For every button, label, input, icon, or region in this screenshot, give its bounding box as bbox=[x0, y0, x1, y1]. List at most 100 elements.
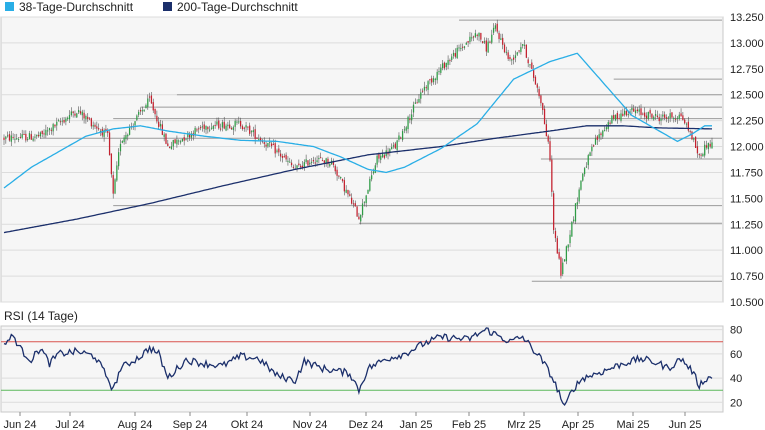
candle-body bbox=[96, 126, 98, 129]
x-tick-label: Jan 25 bbox=[399, 419, 432, 430]
candle-body bbox=[671, 112, 673, 118]
candle-body bbox=[642, 113, 644, 115]
candle-body bbox=[471, 37, 473, 39]
candle-body bbox=[709, 143, 711, 147]
candle-body bbox=[65, 118, 67, 122]
candle-body bbox=[553, 193, 555, 231]
candle-body bbox=[711, 142, 713, 149]
rsi-line bbox=[3, 327, 713, 406]
candle-body bbox=[39, 132, 42, 137]
candle-body bbox=[292, 166, 295, 168]
candle-body bbox=[256, 137, 258, 139]
candle-body bbox=[645, 115, 648, 119]
candle-body bbox=[420, 92, 422, 99]
candle-body bbox=[587, 155, 589, 166]
candle-body bbox=[14, 138, 16, 140]
candle-body bbox=[152, 102, 154, 111]
candle-body bbox=[136, 115, 138, 121]
candle-body bbox=[500, 38, 502, 40]
candle-body bbox=[360, 214, 362, 222]
candle-body bbox=[374, 165, 376, 173]
candle-body bbox=[334, 165, 336, 172]
candle-body bbox=[644, 112, 646, 117]
legend-swatch-ma200 bbox=[163, 2, 172, 11]
candle-body bbox=[516, 52, 518, 55]
candle-body bbox=[694, 136, 697, 149]
candle-body bbox=[534, 76, 537, 85]
candle-body bbox=[525, 44, 527, 58]
candle-body bbox=[538, 89, 540, 97]
candle-body bbox=[485, 40, 487, 52]
candle-body bbox=[43, 133, 45, 135]
candle-body bbox=[16, 138, 18, 140]
candle-body bbox=[381, 153, 384, 158]
candle-body bbox=[56, 121, 58, 126]
rsi-y-tick-label: 60 bbox=[730, 349, 742, 361]
candle-body bbox=[239, 120, 242, 127]
candle-body bbox=[431, 78, 433, 83]
candle-body bbox=[633, 108, 635, 112]
candle-body bbox=[37, 134, 40, 137]
candle-body bbox=[476, 34, 478, 36]
candle-body bbox=[685, 123, 688, 125]
candle-body bbox=[245, 125, 247, 128]
candle-body bbox=[445, 62, 447, 68]
candle-body bbox=[638, 109, 640, 112]
candle-body bbox=[94, 124, 96, 127]
candle-body bbox=[212, 125, 214, 129]
candle-body bbox=[156, 115, 158, 122]
candle-body bbox=[427, 81, 429, 90]
candle-body bbox=[400, 137, 402, 139]
price-y-tick-label: 11.250 bbox=[730, 219, 763, 231]
candle-body bbox=[249, 125, 251, 134]
candle-body bbox=[236, 121, 238, 123]
candle-body bbox=[520, 47, 522, 52]
candle-body bbox=[514, 55, 517, 59]
candle-body bbox=[57, 120, 60, 122]
candle-body bbox=[41, 130, 43, 134]
candle-body bbox=[17, 138, 20, 140]
candle-body bbox=[562, 262, 564, 275]
candle-body bbox=[565, 246, 568, 262]
candle-body bbox=[323, 160, 325, 164]
rsi-title: RSI (14 Tage) bbox=[4, 309, 78, 323]
candle-body bbox=[425, 87, 427, 89]
candle-body bbox=[664, 114, 666, 118]
candle-body bbox=[704, 144, 706, 156]
rsi-gridlines bbox=[1, 329, 723, 403]
candle-body bbox=[647, 111, 649, 120]
candle-body bbox=[48, 128, 51, 131]
candle-body bbox=[189, 133, 191, 138]
x-axis: Jun 24 Jul 24 Aug 24 Sep 24 Okt 24 Nov 24 Dez … bbox=[3, 412, 702, 430]
legend-swatch-ma38 bbox=[5, 2, 14, 11]
candle-body bbox=[28, 133, 31, 140]
candle-body bbox=[105, 128, 107, 131]
candle-body bbox=[502, 37, 504, 45]
candle-body bbox=[329, 164, 331, 167]
candle-body bbox=[30, 134, 32, 140]
candle-body bbox=[363, 201, 366, 203]
candle-body bbox=[380, 155, 382, 160]
ma38-line bbox=[3, 52, 712, 189]
candle-body bbox=[123, 137, 125, 143]
candle-body bbox=[684, 119, 686, 124]
candle-body bbox=[221, 122, 224, 128]
candle-body bbox=[609, 122, 611, 124]
candle-body bbox=[83, 112, 85, 119]
candle-body bbox=[128, 127, 131, 135]
candle-body bbox=[547, 135, 549, 142]
candle-body bbox=[74, 113, 76, 116]
candle-body bbox=[649, 110, 651, 114]
price-y-tick-label: 12.250 bbox=[730, 116, 764, 128]
candle-body bbox=[127, 134, 129, 137]
candle-body bbox=[356, 206, 358, 217]
candle-body bbox=[199, 127, 202, 129]
price-gridlines bbox=[1, 16, 723, 303]
candle-body bbox=[361, 203, 364, 216]
candle-body bbox=[179, 141, 182, 143]
candle-body bbox=[327, 158, 329, 165]
candle-body bbox=[594, 138, 597, 145]
candle-body bbox=[378, 153, 380, 159]
candle-body bbox=[23, 133, 25, 135]
candle-body bbox=[247, 126, 249, 128]
